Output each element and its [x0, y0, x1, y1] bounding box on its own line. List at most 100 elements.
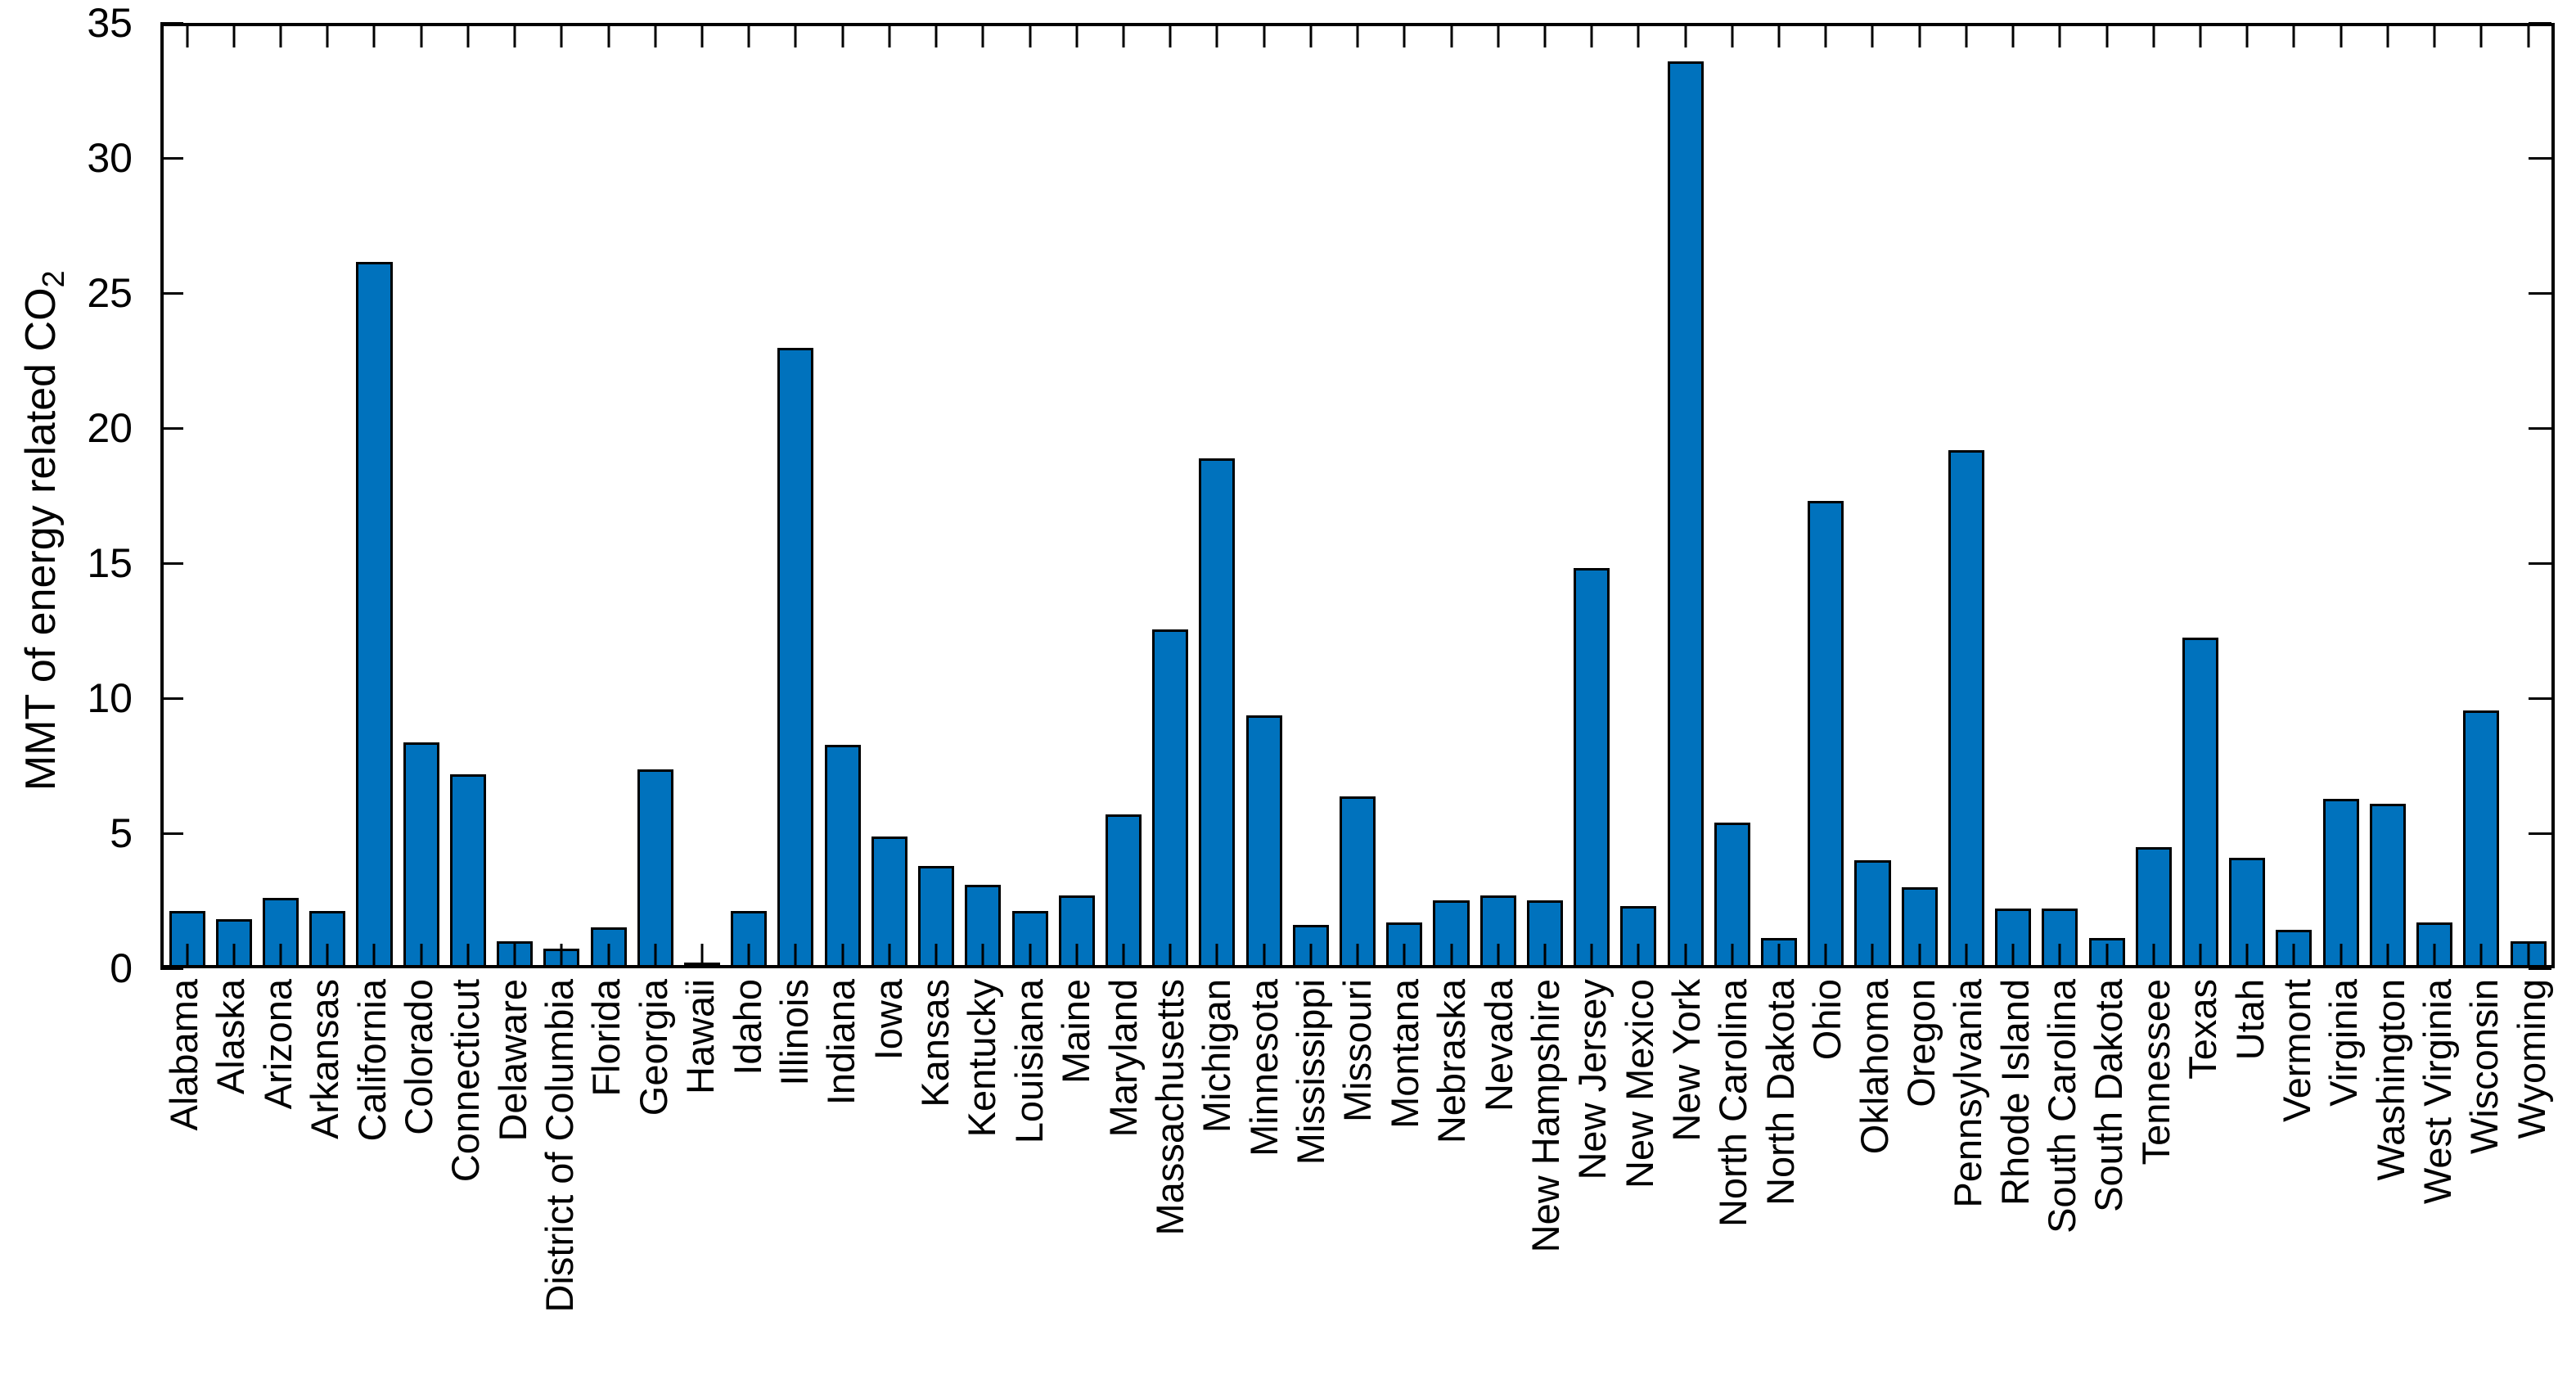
x-tick-mark-bottom	[420, 944, 423, 965]
bar-slot	[1334, 26, 1380, 965]
x-tick-label: Georgia	[631, 979, 675, 1116]
bar-slot	[398, 26, 444, 965]
bar-slot	[1241, 26, 1287, 965]
y-tick-mark-left	[160, 697, 183, 700]
x-tick-label: North Carolina	[1711, 979, 1755, 1228]
x-tick-label-cell: Alaska	[207, 979, 254, 1396]
x-tick-label: Maryland	[1101, 979, 1145, 1138]
x-tick-label: Ohio	[1805, 979, 1849, 1061]
bar	[1574, 568, 1610, 965]
x-tick-mark-top	[420, 26, 423, 47]
x-tick-label: Illinois	[772, 979, 816, 1086]
x-tick-label-cell: Nebraska	[1428, 979, 1475, 1396]
x-tick-mark-top	[372, 26, 376, 47]
bar	[1808, 501, 1844, 965]
bar-slot	[585, 26, 632, 965]
x-tick-label-cell: Iowa	[865, 979, 912, 1396]
y-tick-mark-right	[2529, 427, 2551, 430]
x-tick-mark-top	[1497, 26, 1500, 47]
bar	[1105, 814, 1142, 965]
x-tick-mark-top	[1637, 26, 1640, 47]
x-tick-mark-top	[2292, 26, 2295, 47]
x-tick-label-cell: Tennessee	[2132, 979, 2179, 1396]
x-tick-mark-bottom	[1450, 944, 1453, 965]
x-tick-label-cell: Maryland	[1100, 979, 1146, 1396]
x-tick-mark-top	[1871, 26, 1874, 47]
x-tick-mark-bottom	[654, 944, 657, 965]
x-tick-label: New Mexico	[1617, 979, 1661, 1188]
x-tick-mark-top	[1590, 26, 1593, 47]
bar	[2322, 799, 2359, 965]
bar-slot	[1428, 26, 1475, 965]
bar-slot	[2130, 26, 2177, 965]
y-tick-mark-left	[160, 427, 183, 430]
x-tick-mark-bottom	[2199, 944, 2202, 965]
x-tick-label: Hawaii	[678, 979, 723, 1095]
bar-slot	[726, 26, 772, 965]
y-tick-mark-right	[2529, 562, 2551, 565]
bar-slot	[1053, 26, 1100, 965]
x-tick-mark-bottom	[2152, 944, 2155, 965]
x-tick-mark-bottom	[2058, 944, 2061, 965]
x-tick-mark-bottom	[1918, 944, 1921, 965]
bar	[403, 742, 439, 965]
x-tick-label: Tennessee	[2133, 979, 2177, 1166]
x-tick-label-cell: Vermont	[2273, 979, 2320, 1396]
x-tick-mark-bottom	[2245, 944, 2249, 965]
bar	[356, 262, 393, 965]
x-tick-label-cell: Wyoming	[2508, 979, 2555, 1396]
x-tick-label: Wisconsin	[2462, 979, 2506, 1155]
x-tick-mark-top	[2152, 26, 2155, 47]
y-tick-label: 10	[87, 675, 133, 721]
x-tick-mark-top	[186, 26, 189, 47]
x-tick-mark-top	[1356, 26, 1359, 47]
x-tick-mark-top	[1777, 26, 1781, 47]
x-tick-label-cell: Massachusetts	[1146, 979, 1193, 1396]
bar-slot	[2505, 26, 2551, 965]
x-tick-mark-bottom	[747, 944, 750, 965]
x-tick-label: Oregon	[1898, 979, 1943, 1107]
bar-series	[164, 26, 2551, 965]
x-tick-label: Nevada	[1476, 979, 1520, 1112]
x-tick-mark-bottom	[2527, 944, 2530, 965]
x-tick-mark-bottom	[1637, 944, 1640, 965]
x-tick-mark-bottom	[1403, 944, 1406, 965]
x-tick-label-cell: Montana	[1381, 979, 1428, 1396]
x-tick-mark-bottom	[1777, 944, 1781, 965]
x-tick-label-cell: Kentucky	[958, 979, 1005, 1396]
bar-slot	[1100, 26, 1146, 965]
y-tick-label: 5	[110, 810, 133, 856]
x-tick-label: Mississippi	[1289, 979, 1333, 1166]
x-tick-mark-bottom	[232, 944, 236, 965]
bar-slot	[1662, 26, 1709, 965]
x-tick-mark-top	[560, 26, 563, 47]
x-tick-label-cell: Delaware	[489, 979, 536, 1396]
x-tick-mark-bottom	[1731, 944, 1734, 965]
x-tick-mark-top	[794, 26, 797, 47]
x-axis-tick-labels: Alabama Alaska Arizona Arkansas California Co…	[160, 979, 2555, 1396]
x-tick-mark-bottom	[1029, 944, 1032, 965]
x-tick-mark-bottom	[981, 944, 984, 965]
y-tick-mark-left	[160, 22, 183, 25]
bar-slot	[1475, 26, 1521, 965]
bar	[824, 745, 861, 965]
x-tick-label-cell: Virginia	[2320, 979, 2367, 1396]
bar	[871, 837, 907, 965]
bar-slot	[304, 26, 351, 965]
bar-slot	[2224, 26, 2271, 965]
bar-slot	[2177, 26, 2223, 965]
bar	[1948, 450, 1984, 965]
bar-slot	[678, 26, 725, 965]
x-tick-mark-bottom	[1497, 944, 1500, 965]
x-tick-label: Missouri	[1335, 979, 1380, 1122]
x-tick-label-cell: Nevada	[1475, 979, 1522, 1396]
x-tick-mark-top	[1684, 26, 1687, 47]
x-tick-label: Connecticut	[444, 979, 488, 1183]
x-tick-mark-top	[1403, 26, 1406, 47]
x-tick-mark-bottom	[2433, 944, 2436, 965]
x-tick-mark-top	[232, 26, 236, 47]
bar	[1995, 909, 2032, 965]
x-tick-label-cell: New York	[1663, 979, 1709, 1396]
x-tick-label: New Jersey	[1570, 979, 1615, 1180]
y-tick-mark-right	[2529, 292, 2551, 295]
